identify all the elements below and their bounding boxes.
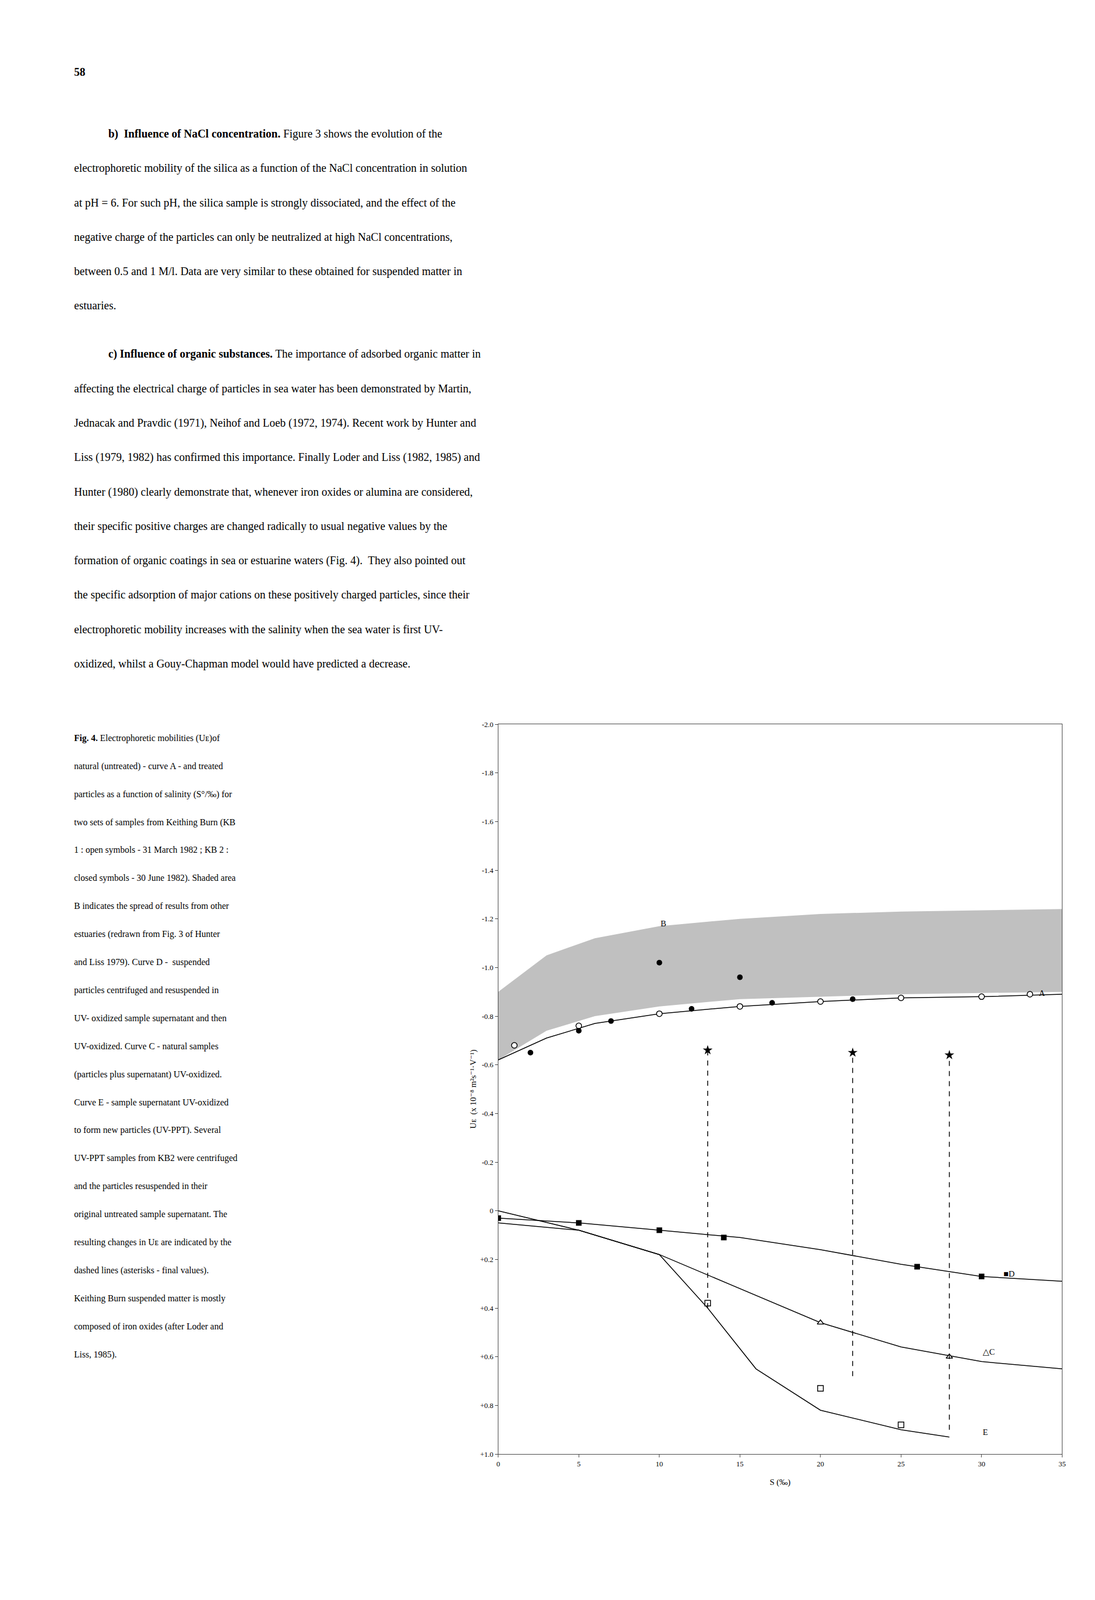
svg-text:resulting changes in Uᴇ are in: resulting changes in Uᴇ are indicated by… [74,1236,232,1248]
svg-text:the specific adsorption of maj: the specific adsorption of major cations… [74,588,470,602]
svg-text:Uᴇ (x 10⁻⁸ m²s⁻¹·V⁻¹): Uᴇ (x 10⁻⁸ m²s⁻¹·V⁻¹) [468,1049,479,1129]
svg-text:+1.0: +1.0 [480,1449,494,1459]
svg-text:E: E [982,1427,988,1437]
svg-text:-1.0: -1.0 [482,963,494,972]
svg-text:+0.6: +0.6 [480,1352,494,1361]
svg-text:-2.0: -2.0 [482,720,494,729]
svg-text:affecting the electrical charg: affecting the electrical charge of parti… [74,382,472,396]
svg-text:-0.8: -0.8 [482,1011,494,1021]
svg-text:particles centrifuged and resu: particles centrifuged and resuspended in [74,984,219,996]
svg-text:-0.4: -0.4 [482,1109,494,1118]
svg-text:10: 10 [655,1459,663,1468]
svg-text:UV-oxidized. Curve C - natural: UV-oxidized. Curve C - natural samples [74,1041,219,1052]
svg-text:c) Influence of organic substa: c) Influence of organic substances. The … [108,347,481,361]
svg-text:at pH = 6. For such pH, the si: at pH = 6. For such pH, the silica sampl… [74,196,456,210]
svg-text:A: A [1038,988,1046,998]
svg-text:1 : open symbols - 31 March 19: 1 : open symbols - 31 March 1982 ; KB 2 … [74,844,229,855]
svg-text:58: 58 [74,65,86,79]
svg-text:their specific positive charge: their specific positive charges are chan… [74,519,448,533]
svg-text:to form new particles (UV-PPT): to form new particles (UV-PPT). Several [74,1124,222,1135]
svg-text:15: 15 [736,1459,744,1468]
svg-text:UV-PPT samples from KB2 were c: UV-PPT samples from KB2 were centrifuged [74,1152,238,1163]
svg-text:and Liss 1979). Curve D - sus: and Liss 1979). Curve D - suspended [74,956,210,968]
svg-text:35: 35 [1058,1459,1066,1468]
svg-text:■D: ■D [1003,1268,1015,1278]
svg-text:original untreated sample supe: original untreated sample supernatant. T… [74,1208,228,1220]
svg-text:-1.2: -1.2 [482,914,494,923]
svg-text:B: B [660,918,667,928]
svg-text:natural (untreated) - curve A: natural (untreated) - curve A - and trea… [74,761,223,772]
svg-text:-1.6: -1.6 [482,817,494,826]
svg-text:estuaries.: estuaries. [74,299,117,312]
svg-text:-0.2: -0.2 [482,1157,494,1167]
svg-text:Curve E - sample supernatant U: Curve E - sample supernatant UV-oxidized [74,1097,229,1108]
svg-text:-0.6: -0.6 [482,1060,494,1069]
svg-text:30: 30 [977,1459,985,1468]
svg-text:estuaries (redrawn from Fig. 3: estuaries (redrawn from Fig. 3 of Hunter [74,928,221,939]
svg-text:20: 20 [816,1459,824,1468]
svg-text:S (‰⁠⁠): S (‰⁠⁠) [770,1477,791,1487]
svg-text:Hunter (1980) clearly demonstr: Hunter (1980) clearly demonstrate that, … [74,485,473,499]
svg-text:-1.4: -1.4 [482,866,494,875]
svg-text:Fig. 4. Electrophoretic mobili: Fig. 4. Electrophoretic mobilities (Uᴇ)o… [74,732,221,744]
svg-text:between 0.5 and 1 M/l. Data ar: between 0.5 and 1 M/l. Data are very sim… [74,264,462,278]
svg-text:-1.8: -1.8 [482,768,494,777]
svg-text:dashed lines (asterisks - fina: dashed lines (asterisks - final values). [74,1265,209,1276]
svg-text:b) Influence of NaCl concentr: b) Influence of NaCl concentration. Figu… [108,127,443,141]
svg-text:and the particles resuspended: and the particles resuspended in their [74,1180,208,1191]
svg-text:Jednacak and Pravdic (1971), N: Jednacak and Pravdic (1971), Neihof and … [74,416,476,430]
svg-text:electrophoretic mobility incre: electrophoretic mobility increases with … [74,622,443,636]
svg-text:particles as a function of sal: particles as a function of salinity (S°/… [74,789,233,800]
svg-text:+0.4: +0.4 [480,1303,494,1313]
svg-text:+0.2: +0.2 [480,1254,494,1264]
svg-text:oxidized, whilst a Gouy-Chapma: oxidized, whilst a Gouy-Chapman model wo… [74,657,411,671]
svg-text:+0.8: +0.8 [480,1400,494,1410]
svg-text:closed symbols - 30 June 1982): closed symbols - 30 June 1982). Shaded a… [74,872,236,883]
svg-text:0: 0 [489,1206,494,1215]
svg-text:5: 5 [576,1459,581,1468]
svg-text:formation of organic coatings: formation of organic coatings in sea or … [74,553,466,567]
svg-text:Keithing Burn suspended matter: Keithing Burn suspended matter is mostly [74,1293,226,1304]
svg-text:(particles plus supernatant) U: (particles plus supernatant) UV-oxidized… [74,1069,222,1080]
svg-text:△C: △C [982,1347,996,1356]
svg-text:Liss, 1985).: Liss, 1985). [74,1349,117,1360]
svg-text:composed of iron oxides (after: composed of iron oxides (after Loder and [74,1321,224,1332]
svg-text:25: 25 [897,1459,905,1468]
svg-text:negative charge of the particl: negative charge of the particles can onl… [74,230,453,244]
svg-text:0: 0 [496,1459,501,1468]
svg-text:Liss (1979, 1982) has confirme: Liss (1979, 1982) has confirmed this imp… [74,450,480,464]
svg-text:B indicates the spread of resu: B indicates the spread of results from o… [74,900,230,911]
svg-text:UV- oxidized sample supernatan: UV- oxidized sample supernatant and then [74,1013,227,1024]
svg-text:electrophoretic mobility of th: electrophoretic mobility of the silica a… [74,161,467,175]
svg-text:two sets of samples from Keith: two sets of samples from Keithing Burn (… [74,817,236,828]
